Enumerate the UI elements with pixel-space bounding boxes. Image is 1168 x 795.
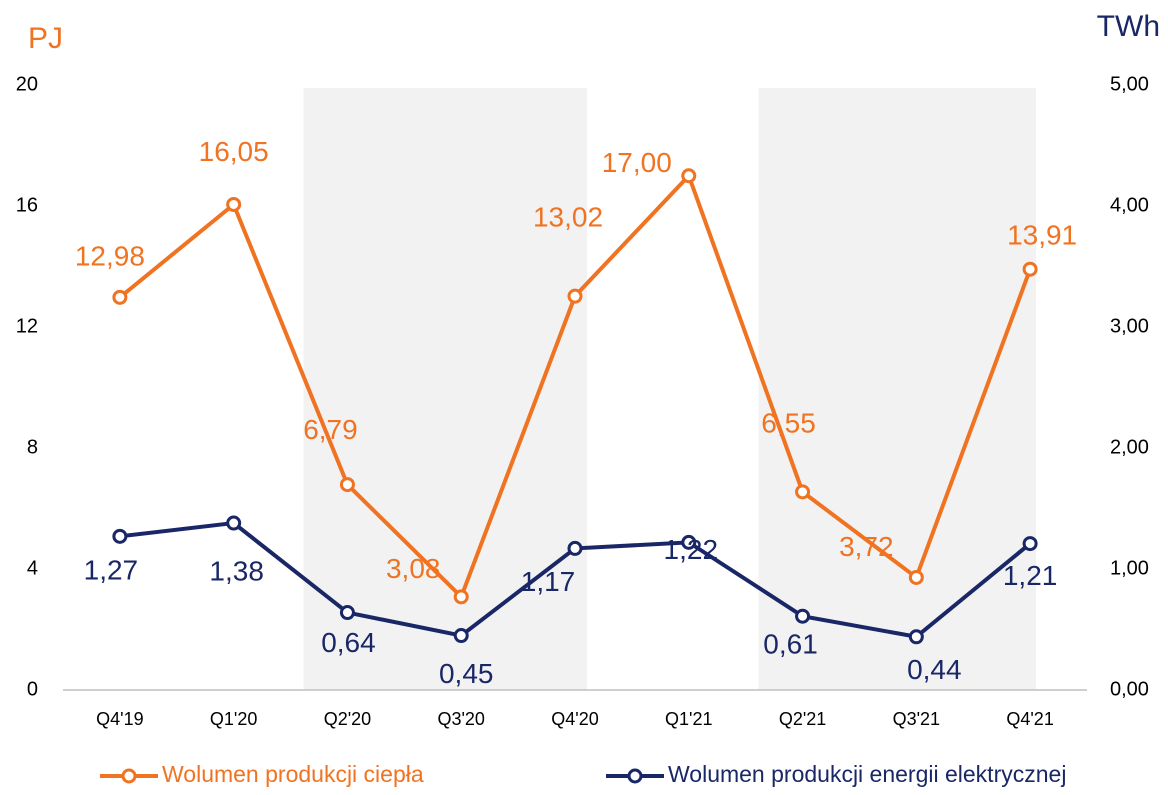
data-point <box>226 515 242 531</box>
y2-tick-label: 1,00 <box>1110 557 1149 579</box>
data-label: 12,98 <box>75 241 145 272</box>
data-point <box>112 289 128 305</box>
y-tick-label: 20 <box>16 73 38 95</box>
shaded-period <box>758 88 1037 690</box>
x-tick-label: Q4'20 <box>551 709 598 729</box>
data-point <box>908 569 924 585</box>
data-point <box>339 477 355 493</box>
shaded-period <box>303 88 587 690</box>
data-label: 13,91 <box>1007 220 1077 251</box>
y-tick-label: 0 <box>27 678 38 700</box>
data-label: 1,17 <box>521 566 576 597</box>
data-label: 6,55 <box>761 407 816 438</box>
data-label: 0,45 <box>439 658 494 689</box>
legend-label: Wolumen produkcji energii elektrycznej <box>668 761 1066 787</box>
data-point <box>795 484 811 500</box>
data-label: 3,08 <box>386 553 441 584</box>
x-tick-label: Q1'20 <box>210 709 257 729</box>
x-tick-label: Q3'21 <box>893 709 940 729</box>
data-label: 1,21 <box>1003 560 1058 591</box>
data-point <box>908 629 924 645</box>
data-label: 3,72 <box>839 531 894 562</box>
y2-tick-label: 0,00 <box>1110 678 1149 700</box>
y-tick-label: 8 <box>27 436 38 458</box>
y-tick-label: 12 <box>16 315 38 337</box>
x-tick-label: Q3'20 <box>437 709 484 729</box>
data-point <box>453 628 469 644</box>
x-tick-label: Q1'21 <box>665 709 712 729</box>
y2-tick-label: 3,00 <box>1110 315 1149 337</box>
x-tick-label: Q4'21 <box>1006 709 1053 729</box>
data-label: 16,05 <box>199 136 269 167</box>
y-tick-label: 4 <box>27 557 38 579</box>
data-point <box>339 605 355 621</box>
data-label: 0,44 <box>907 654 962 685</box>
y2-tick-label: 4,00 <box>1110 194 1149 216</box>
data-point <box>112 528 128 544</box>
data-label: 1,38 <box>209 555 264 586</box>
data-point <box>226 196 242 212</box>
y2-tick-label: 5,00 <box>1110 73 1149 95</box>
data-label: 13,02 <box>533 202 603 233</box>
data-point <box>681 534 697 550</box>
data-label: 17,00 <box>602 147 672 178</box>
y2-tick-label: 2,00 <box>1110 436 1149 458</box>
y-tick-label: 16 <box>16 194 38 216</box>
data-point <box>1022 261 1038 277</box>
data-point <box>795 608 811 624</box>
data-point <box>567 540 583 556</box>
data-label: 6,79 <box>303 414 358 445</box>
x-tick-label: Q2'21 <box>779 709 826 729</box>
data-point <box>453 589 469 605</box>
data-label: 1,22 <box>664 534 719 565</box>
data-label: 0,64 <box>321 627 376 658</box>
data-label: 0,61 <box>763 629 818 660</box>
data-point <box>681 168 697 184</box>
data-label: 1,27 <box>84 555 139 586</box>
y2-axis-title: TWh <box>1097 10 1160 43</box>
legend-marker <box>627 768 643 784</box>
x-tick-label: Q4'19 <box>96 709 143 729</box>
data-point <box>1022 536 1038 552</box>
legend-label: Wolumen produkcji ciepła <box>162 761 424 787</box>
y-axis-title: PJ <box>28 22 63 55</box>
x-tick-label: Q2'20 <box>324 709 371 729</box>
legend-marker <box>121 768 137 784</box>
data-point <box>567 288 583 304</box>
